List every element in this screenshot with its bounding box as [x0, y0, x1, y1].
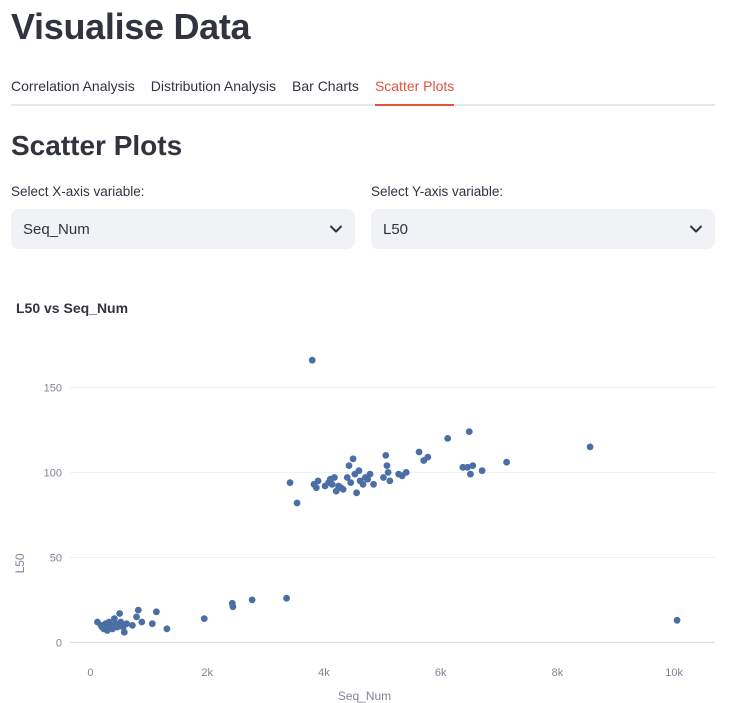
data-point[interactable] — [123, 620, 131, 628]
data-point[interactable] — [503, 458, 511, 466]
chevron-down-icon — [690, 225, 702, 233]
data-point[interactable] — [349, 455, 357, 463]
y-tick-label: 150 — [44, 382, 62, 394]
data-point[interactable] — [382, 452, 390, 459]
y-axis-select[interactable]: L50 — [371, 209, 715, 249]
data-point[interactable] — [384, 469, 392, 476]
data-point[interactable] — [467, 470, 474, 478]
data-point[interactable] — [359, 480, 367, 488]
data-point[interactable] — [459, 463, 467, 471]
data-point[interactable] — [345, 462, 353, 469]
y-axis-select-value: L50 — [383, 220, 409, 238]
data-point[interactable] — [332, 487, 340, 495]
x-axis-select-label: Select X-axis variable: — [11, 184, 145, 199]
data-point[interactable] — [347, 479, 355, 486]
data-point[interactable] — [364, 475, 372, 483]
chart-title: L50 vs Seq_Num — [16, 300, 129, 316]
tab-scatter-plots[interactable]: Scatter Plots — [374, 70, 455, 106]
data-point[interactable] — [380, 474, 387, 481]
data-point[interactable] — [415, 448, 423, 456]
data-point[interactable] — [116, 610, 124, 617]
data-point[interactable] — [444, 435, 452, 442]
x-tick-label: 8k — [552, 667, 564, 679]
data-point[interactable] — [283, 594, 290, 602]
data-point[interactable] — [331, 474, 338, 481]
y-tick-label: 50 — [50, 552, 62, 564]
data-point[interactable] — [402, 469, 410, 476]
data-point[interactable] — [286, 479, 294, 486]
data-point[interactable] — [312, 484, 320, 492]
data-point[interactable] — [152, 608, 160, 616]
data-point[interactable] — [110, 615, 118, 622]
data-point[interactable] — [293, 499, 301, 507]
data-point[interactable] — [370, 480, 377, 488]
x-tick-label: 4k — [318, 667, 330, 679]
scatter-plot[interactable]: 0 50 100 150 0 2k 4k 6k 8k 10k Seq_Num L50 — [0, 340, 730, 703]
x-tick-label: 0 — [87, 667, 93, 679]
page-title: Visualise Data — [11, 6, 251, 47]
data-point[interactable] — [424, 453, 432, 461]
data-point[interactable] — [339, 486, 347, 493]
data-point[interactable] — [133, 613, 140, 621]
data-point[interactable] — [366, 470, 374, 478]
data-point[interactable] — [353, 489, 361, 497]
data-point[interactable] — [328, 480, 336, 488]
data-point[interactable] — [129, 622, 136, 629]
data-point[interactable] — [386, 477, 394, 485]
x-axis-select-value: Seq_Num — [23, 220, 90, 238]
data-point[interactable] — [343, 474, 351, 481]
data-point[interactable] — [586, 443, 594, 451]
data-point[interactable] — [163, 625, 171, 633]
tab-bar-charts[interactable]: Bar Charts — [292, 78, 359, 94]
x-axis-select[interactable]: Seq_Num — [11, 209, 355, 249]
data-point[interactable] — [200, 615, 208, 622]
data-point[interactable] — [314, 477, 322, 485]
data-point[interactable] — [120, 628, 128, 636]
data-point[interactable] — [148, 620, 156, 628]
x-axis-title: Seq_Num — [338, 689, 391, 703]
data-point[interactable] — [383, 462, 391, 469]
x-tick-label: 6k — [435, 667, 447, 679]
x-tick-label: 2k — [201, 667, 213, 679]
data-point[interactable] — [138, 618, 146, 626]
chevron-down-icon — [330, 225, 342, 233]
data-point[interactable] — [469, 462, 477, 469]
data-point[interactable] — [308, 356, 316, 364]
section-title: Scatter Plots — [11, 130, 183, 161]
y-axis-select-label: Select Y-axis variable: — [371, 184, 504, 199]
data-point[interactable] — [248, 596, 256, 604]
data-point[interactable] — [673, 616, 681, 624]
y-tick-label: 0 — [56, 637, 62, 649]
data-point[interactable] — [134, 606, 142, 614]
tab-correlation-analysis[interactable]: Correlation Analysis — [11, 78, 135, 94]
data-point[interactable] — [464, 463, 471, 471]
tab-distribution-analysis[interactable]: Distribution Analysis — [150, 78, 277, 94]
x-tick-label: 10k — [665, 667, 683, 679]
y-tick-label: 100 — [44, 467, 62, 479]
y-axis-title: L50 — [13, 553, 27, 573]
data-point[interactable] — [478, 467, 486, 475]
data-point[interactable] — [465, 428, 473, 435]
data-point[interactable] — [229, 603, 237, 611]
tab-bar: Correlation Analysis Distribution Analys… — [11, 70, 715, 106]
data-point[interactable] — [355, 467, 363, 475]
